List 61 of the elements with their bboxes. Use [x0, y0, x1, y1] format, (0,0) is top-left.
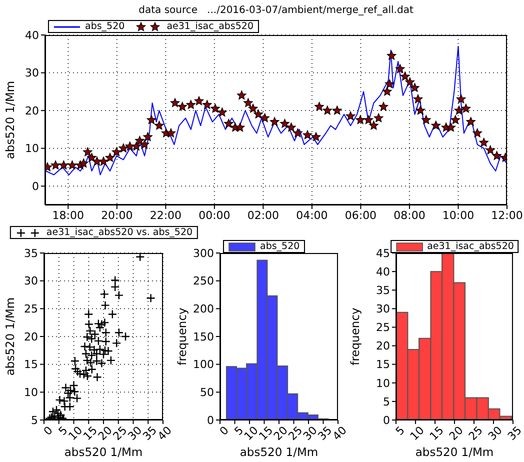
- x-tick-label: 15: [427, 424, 446, 443]
- y-axis-title: abs520 1/Mm: [3, 297, 18, 376]
- y-axis-title: frequency: [348, 307, 362, 366]
- x-axis-title: abs520 1/Mm: [415, 445, 494, 459]
- x-tick-label: 20: [446, 424, 466, 443]
- x-tick-label: 00:00: [198, 208, 230, 222]
- x-tick-label: 0: [217, 424, 232, 438]
- y-tick-label: 30: [25, 66, 39, 80]
- x-tick-label: 35: [505, 424, 524, 443]
- x-axis-title: abs520 1/Mm: [240, 445, 318, 459]
- legend-label: ae31_isac_abs520 vs. abs_520: [46, 227, 193, 238]
- chart-title: data source .../2016-03-07/ambient/merge_ref_all.dat: [138, 5, 414, 16]
- x-tick-label: 06:00: [344, 208, 377, 222]
- y-axis-title: frequency: [175, 307, 190, 366]
- x-tick-label: 02:00: [247, 208, 280, 222]
- x-tick-label: 12:00: [491, 208, 523, 222]
- x-tick-label: 5: [393, 424, 408, 438]
- y-tick-label: 10: [376, 376, 390, 390]
- x-tick-label: 0: [41, 424, 56, 438]
- y-tick-label: 15: [376, 358, 390, 372]
- legend-label: abs_520: [85, 21, 125, 32]
- legend-label: ae31_isac_abs520: [427, 241, 514, 252]
- x-axis-title: abs520 1/Mm: [64, 445, 143, 459]
- x-tick-label: 04:00: [296, 208, 328, 222]
- x-tick-label: 20:00: [101, 208, 133, 222]
- y-tick-label: 25: [376, 321, 390, 334]
- x-tick-label: 25: [466, 424, 486, 443]
- legend-label: abs_520: [260, 241, 300, 252]
- x-tick-label: 10:00: [442, 208, 474, 222]
- y-tick-label: 30: [376, 302, 390, 316]
- y-tick-label: 0: [32, 180, 39, 194]
- y-tick-label: 40: [376, 265, 390, 278]
- x-tick-label: 08:00: [394, 208, 426, 222]
- y-tick-label: 300: [193, 246, 214, 260]
- y-tick-label: 45: [376, 246, 390, 260]
- y-tick-label: 40: [25, 28, 39, 42]
- y-tick-label: 10: [24, 386, 38, 400]
- y-tick-label: 200: [193, 302, 214, 316]
- y-tick-label: 0: [383, 414, 390, 427]
- y-tick-label: 0: [207, 414, 214, 427]
- x-tick-label: 10: [408, 424, 427, 443]
- y-tick-label: 35: [24, 246, 38, 260]
- y-tick-label: 250: [193, 274, 214, 288]
- y-tick-label: 20: [24, 330, 38, 344]
- y-tick-label: 50: [200, 386, 214, 400]
- y-tick-label: 15: [24, 358, 38, 372]
- y-axis-title: abs520 1/Mm: [3, 80, 18, 160]
- x-tick-label: 22:00: [150, 208, 182, 222]
- y-tick-label: 30: [24, 274, 38, 288]
- x-tick-label: 18:00: [52, 208, 84, 222]
- y-tick-label: 100: [193, 358, 214, 372]
- y-tick-label: 20: [376, 340, 390, 353]
- x-tick-label: 30: [486, 424, 505, 443]
- y-tick-label: 35: [376, 284, 390, 298]
- legend-label: ae31_isac_abs520: [166, 21, 254, 32]
- y-tick-label: 5: [31, 414, 38, 427]
- y-tick-label: 10: [25, 142, 39, 156]
- y-tick-label: 20: [25, 104, 39, 118]
- y-tick-label: 150: [193, 330, 214, 344]
- y-tick-label: 5: [383, 395, 390, 408]
- y-tick-label: 25: [24, 302, 38, 316]
